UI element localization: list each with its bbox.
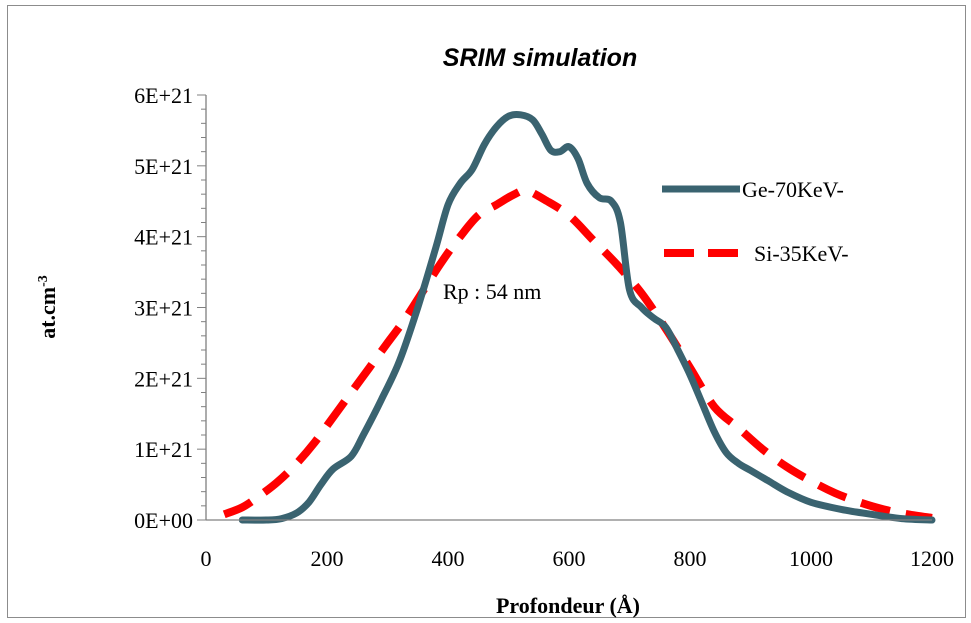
y-axis-title-main: at.cm [35,287,60,339]
rp-annotation: Rp : 54 nm [443,279,541,304]
legend: Ge-70KeV- Si-35KeV- [662,177,849,266]
x-axis-ticks: 0 200 400 600 800 1000 1200 [201,546,955,571]
x-tick-label: 1000 [789,546,833,571]
chart-frame [7,5,966,618]
series-line-1 [238,110,936,524]
x-tick-label: 400 [432,546,465,571]
series-layer [222,110,936,524]
chart-title: SRIM simulation [443,44,637,72]
y-tick-label: 6E+21 [134,83,193,108]
x-tick-label: 200 [311,546,344,571]
x-tick-label: 0 [201,546,212,571]
x-tick-label: 600 [553,546,586,571]
y-axis-ticks: 0E+00 1E+21 2E+21 3E+21 4E+21 5E+21 6E+21 [134,83,206,533]
y-axis-title-sup: -3 [36,275,51,287]
y-tick-label: 5E+21 [134,154,193,179]
legend-label-1: Ge-70KeV- [742,177,844,202]
x-tick-label: 1200 [910,546,954,571]
series-line-2 [222,186,933,522]
y-tick-label: 4E+21 [134,225,193,250]
y-tick-label: 1E+21 [134,437,193,462]
x-axis-title: Profondeur (Å) [496,593,640,618]
y-axis-title: at.cm-3 [35,275,60,339]
legend-label-2: Si-35KeV- [754,241,849,266]
y-tick-label: 2E+21 [134,366,193,391]
x-tick-label: 800 [674,546,707,571]
y-tick-label: 0E+00 [134,508,193,533]
plot-area: 0E+00 1E+21 2E+21 3E+21 4E+21 5E+21 6E+21 0 200… [134,83,954,571]
y-tick-label: 3E+21 [134,296,193,321]
